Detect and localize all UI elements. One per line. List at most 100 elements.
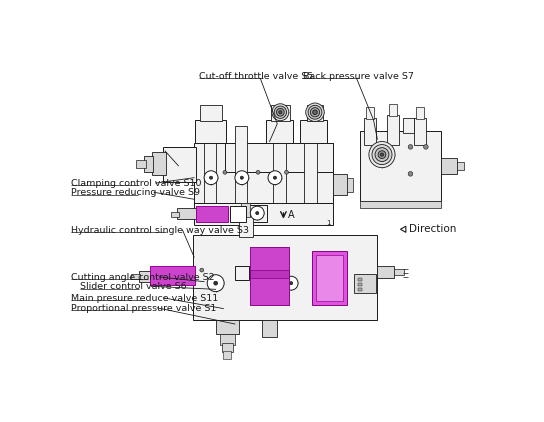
- Circle shape: [372, 145, 392, 165]
- Bar: [387, 114, 399, 145]
- Circle shape: [200, 268, 203, 272]
- Bar: [193, 235, 378, 320]
- Bar: [250, 278, 289, 305]
- Bar: [389, 104, 397, 116]
- Circle shape: [369, 141, 395, 168]
- Circle shape: [274, 106, 287, 119]
- Bar: [306, 105, 324, 122]
- Text: Slider control valve S6: Slider control valve S6: [80, 282, 187, 292]
- Circle shape: [289, 281, 293, 285]
- Text: Proportional pressure valve S1: Proportional pressure valve S1: [71, 304, 217, 313]
- Circle shape: [380, 153, 384, 156]
- Bar: [441, 158, 456, 174]
- Circle shape: [408, 171, 413, 176]
- Bar: [230, 206, 246, 222]
- Circle shape: [214, 281, 218, 285]
- Bar: [456, 162, 465, 170]
- Bar: [225, 143, 333, 172]
- Text: Back pressure valve S7: Back pressure valve S7: [302, 72, 413, 81]
- Bar: [416, 107, 424, 119]
- Circle shape: [313, 110, 317, 114]
- Circle shape: [378, 151, 386, 158]
- Circle shape: [207, 275, 224, 292]
- Bar: [250, 247, 289, 305]
- Bar: [300, 120, 327, 143]
- Bar: [364, 118, 376, 145]
- Bar: [200, 105, 222, 122]
- Bar: [222, 343, 233, 352]
- Bar: [137, 160, 146, 168]
- Bar: [241, 203, 250, 217]
- Bar: [194, 203, 333, 225]
- Bar: [274, 126, 286, 215]
- Circle shape: [204, 171, 218, 184]
- Circle shape: [306, 103, 324, 122]
- Bar: [224, 351, 231, 359]
- Bar: [139, 271, 152, 281]
- Text: A: A: [288, 210, 295, 219]
- Bar: [177, 208, 196, 219]
- Circle shape: [235, 171, 249, 184]
- Bar: [150, 266, 195, 286]
- Bar: [361, 132, 441, 201]
- Bar: [312, 251, 347, 305]
- Bar: [316, 255, 343, 301]
- Bar: [358, 283, 362, 286]
- Circle shape: [375, 148, 389, 162]
- Bar: [378, 266, 394, 278]
- Bar: [262, 320, 277, 337]
- Bar: [220, 334, 235, 345]
- Circle shape: [408, 145, 413, 149]
- Bar: [394, 268, 404, 275]
- Text: Cut-off throttle valve S5: Cut-off throttle valve S5: [199, 72, 313, 81]
- Circle shape: [311, 108, 320, 117]
- Text: Cutting angle control valve S2: Cutting angle control valve S2: [71, 273, 214, 282]
- Bar: [403, 118, 415, 133]
- Bar: [204, 129, 217, 222]
- Bar: [215, 320, 239, 334]
- Bar: [239, 216, 252, 237]
- Bar: [361, 201, 441, 208]
- Bar: [235, 126, 247, 215]
- Bar: [304, 129, 317, 222]
- Bar: [358, 278, 362, 281]
- Bar: [271, 105, 289, 122]
- Circle shape: [223, 170, 227, 174]
- Circle shape: [274, 176, 276, 179]
- Circle shape: [276, 108, 284, 116]
- Bar: [152, 152, 165, 176]
- Circle shape: [250, 206, 264, 220]
- Bar: [131, 274, 140, 279]
- Circle shape: [285, 170, 288, 174]
- Bar: [366, 107, 374, 119]
- Bar: [194, 143, 333, 203]
- Bar: [265, 120, 293, 143]
- Bar: [171, 211, 178, 217]
- Bar: [196, 206, 228, 222]
- Text: 1: 1: [326, 220, 331, 226]
- Circle shape: [240, 176, 243, 179]
- Bar: [354, 274, 376, 293]
- Text: Clamping control valve S10: Clamping control valve S10: [71, 179, 201, 188]
- Bar: [358, 288, 362, 291]
- Bar: [347, 178, 353, 192]
- Circle shape: [424, 145, 428, 149]
- Bar: [235, 266, 249, 280]
- Bar: [250, 247, 289, 270]
- Circle shape: [209, 176, 213, 179]
- Circle shape: [256, 170, 260, 174]
- Bar: [248, 205, 267, 222]
- Circle shape: [256, 211, 259, 215]
- Circle shape: [284, 276, 298, 290]
- Text: Main presure reduce valve S11: Main presure reduce valve S11: [71, 294, 218, 303]
- Bar: [333, 174, 347, 195]
- Bar: [415, 118, 426, 145]
- Bar: [163, 147, 196, 181]
- Text: Hydraulic control single way valve S3: Hydraulic control single way valve S3: [71, 226, 249, 235]
- Bar: [144, 156, 153, 171]
- Circle shape: [308, 106, 322, 119]
- Bar: [195, 120, 226, 143]
- Circle shape: [268, 171, 282, 184]
- Circle shape: [272, 104, 289, 121]
- Text: Direction: Direction: [409, 224, 456, 234]
